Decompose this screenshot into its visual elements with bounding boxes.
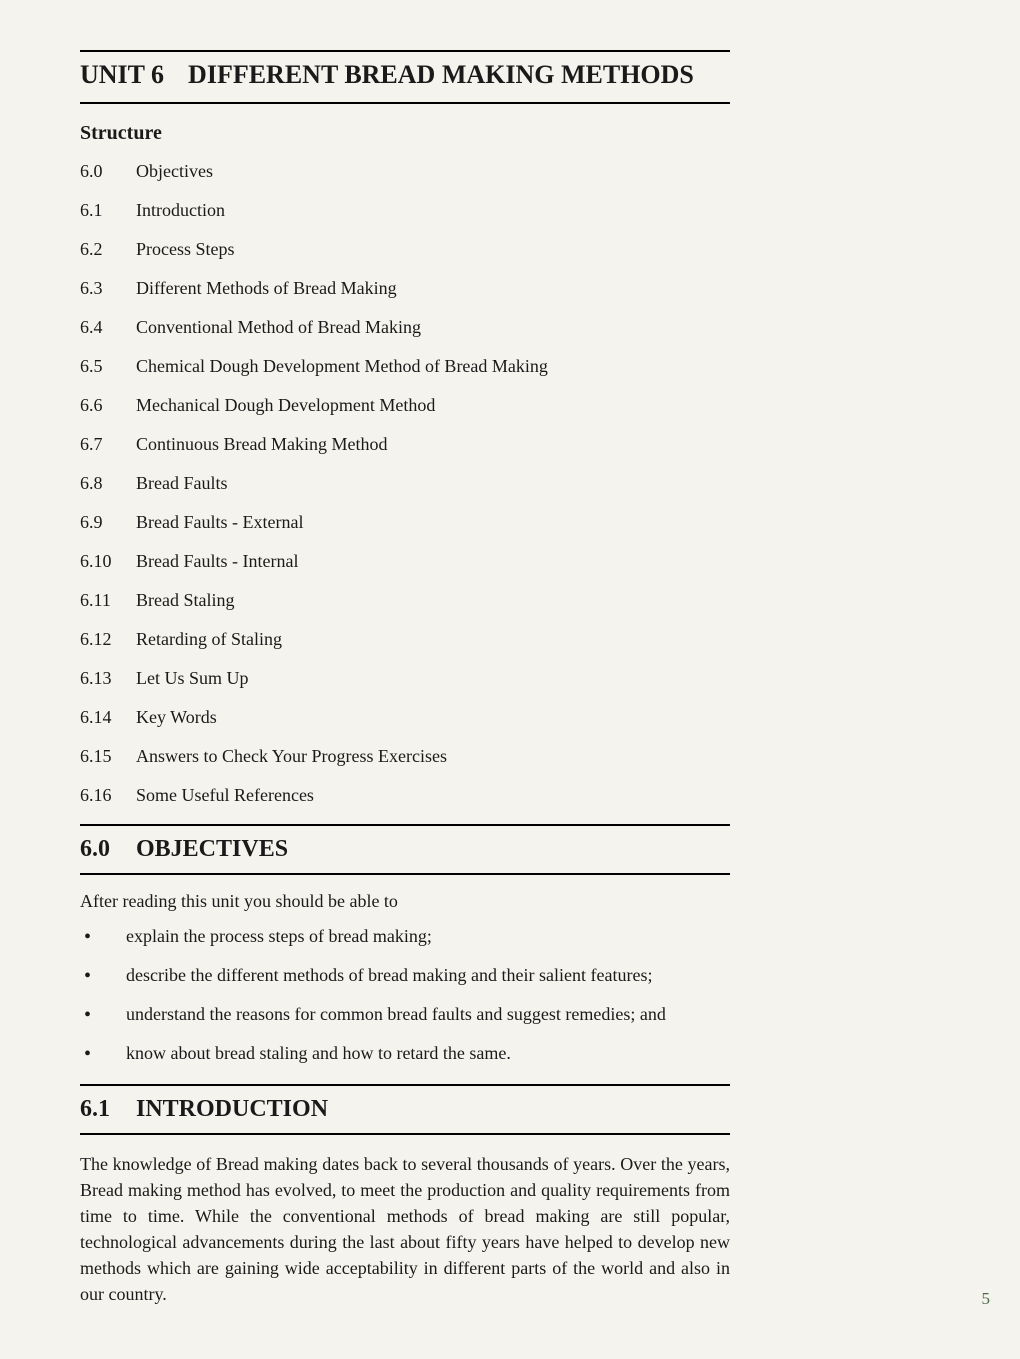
toc-num: 6.15 [80,746,136,767]
toc-label: Conventional Method of Bread Making [136,317,421,338]
unit-title-block: UNIT 6 DIFFERENT BREAD MAKING METHODS [80,50,730,104]
toc-item: 6.6Mechanical Dough Development Method [80,395,730,416]
toc-item: 6.9Bread Faults - External [80,512,730,533]
table-of-contents: 6.0Objectives 6.1Introduction 6.2Process… [80,161,730,806]
page-number: 5 [982,1289,991,1309]
toc-item: 6.1Introduction [80,200,730,221]
toc-label: Different Methods of Bread Making [136,278,397,299]
toc-item: 6.13Let Us Sum Up [80,668,730,689]
unit-title-text: DIFFERENT BREAD MAKING METHODS [188,60,694,90]
toc-num: 6.8 [80,473,136,494]
toc-item: 6.5Chemical Dough Development Method of … [80,356,730,377]
toc-num: 6.13 [80,668,136,689]
section-heading-introduction: 6.1 INTRODUCTION [80,1084,730,1135]
toc-label: Introduction [136,200,225,221]
toc-item: 6.15Answers to Check Your Progress Exerc… [80,746,730,767]
toc-item: 6.11Bread Staling [80,590,730,611]
section-heading: 6.1 INTRODUCTION [80,1096,730,1123]
objective-item: explain the process steps of bread makin… [80,926,730,947]
toc-num: 6.6 [80,395,136,416]
toc-label: Bread Faults - External [136,512,303,533]
objective-item: describe the different methods of bread … [80,965,730,986]
unit-title: UNIT 6 DIFFERENT BREAD MAKING METHODS [80,60,730,90]
toc-item: 6.16Some Useful References [80,785,730,806]
section-num: 6.1 [80,1096,136,1123]
toc-label: Process Steps [136,239,235,260]
toc-label: Let Us Sum Up [136,668,249,689]
section-title: INTRODUCTION [136,1096,328,1123]
toc-num: 6.10 [80,551,136,572]
toc-item: 6.2Process Steps [80,239,730,260]
toc-label: Mechanical Dough Development Method [136,395,435,416]
toc-label: Objectives [136,161,213,182]
unit-label: UNIT 6 [80,60,188,90]
toc-item: 6.4Conventional Method of Bread Making [80,317,730,338]
toc-label: Bread Staling [136,590,234,611]
toc-num: 6.7 [80,434,136,455]
toc-num: 6.9 [80,512,136,533]
toc-num: 6.11 [80,590,136,611]
page-content: UNIT 6 DIFFERENT BREAD MAKING METHODS St… [0,0,1020,1348]
toc-label: Chemical Dough Development Method of Bre… [136,356,548,377]
toc-item: 6.14Key Words [80,707,730,728]
toc-item: 6.12Retarding of Staling [80,629,730,650]
objectives-list: explain the process steps of bread makin… [80,926,730,1064]
section-num: 6.0 [80,836,136,863]
toc-label: Bread Faults - Internal [136,551,298,572]
toc-num: 6.12 [80,629,136,650]
toc-label: Key Words [136,707,217,728]
toc-label: Some Useful References [136,785,314,806]
toc-num: 6.5 [80,356,136,377]
toc-num: 6.4 [80,317,136,338]
toc-item: 6.10Bread Faults - Internal [80,551,730,572]
section-heading-objectives: 6.0 OBJECTIVES [80,824,730,875]
section-heading: 6.0 OBJECTIVES [80,836,730,863]
toc-item: 6.3Different Methods of Bread Making [80,278,730,299]
toc-label: Retarding of Staling [136,629,282,650]
section-title: OBJECTIVES [136,836,288,863]
objective-item: understand the reasons for common bread … [80,1004,730,1025]
structure-heading: Structure [80,122,730,145]
toc-num: 6.1 [80,200,136,221]
toc-item: 6.7Continuous Bread Making Method [80,434,730,455]
toc-label: Continuous Bread Making Method [136,434,387,455]
objective-item: know about bread staling and how to reta… [80,1043,730,1064]
toc-item: 6.0Objectives [80,161,730,182]
toc-item: 6.8Bread Faults [80,473,730,494]
toc-label: Bread Faults [136,473,228,494]
toc-num: 6.0 [80,161,136,182]
toc-num: 6.14 [80,707,136,728]
toc-num: 6.16 [80,785,136,806]
introduction-paragraph: The knowledge of Bread making dates back… [80,1151,730,1308]
toc-label: Answers to Check Your Progress Exercises [136,746,447,767]
toc-num: 6.2 [80,239,136,260]
objectives-lead: After reading this unit you should be ab… [80,891,730,912]
toc-num: 6.3 [80,278,136,299]
